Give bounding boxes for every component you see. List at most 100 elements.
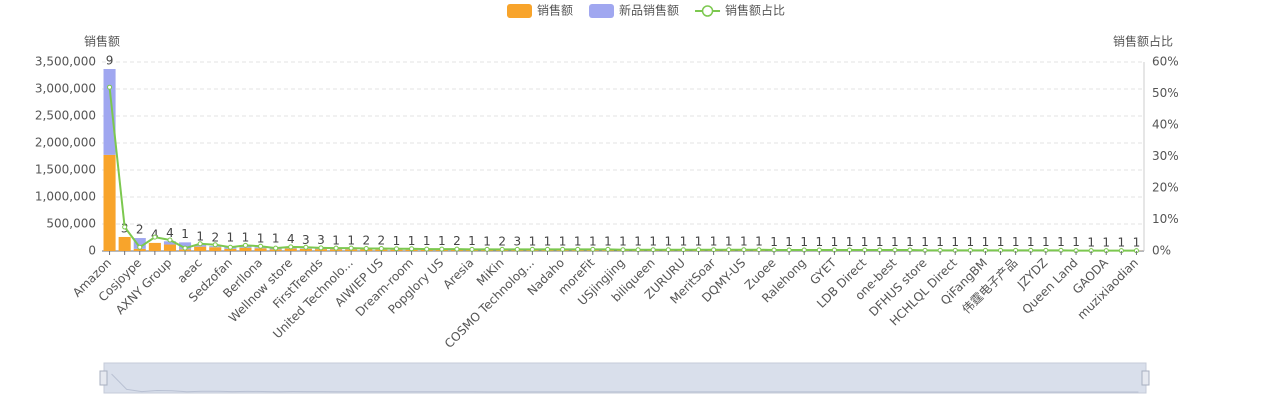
data-label: 1 xyxy=(468,234,476,248)
bar xyxy=(133,248,146,251)
point xyxy=(514,246,520,252)
y-tick-label: 3,500,000 xyxy=(35,55,96,69)
point xyxy=(258,243,264,249)
data-label: 1 xyxy=(1012,235,1020,249)
point xyxy=(107,84,113,90)
y-tick-label: 1,500,000 xyxy=(35,163,96,177)
zoom-handle[interactable] xyxy=(1141,370,1150,386)
data-label: 1 xyxy=(770,235,778,249)
bar xyxy=(194,246,207,251)
bar xyxy=(209,247,222,251)
legend-label: 新品销售额 xyxy=(619,3,679,18)
data-label: 4 xyxy=(287,232,295,246)
point xyxy=(242,242,248,248)
y2-tick-label: 60% xyxy=(1152,55,1179,69)
zoom-preview xyxy=(111,373,1139,393)
data-label: 2 xyxy=(498,234,506,248)
point xyxy=(122,224,128,230)
data-label: 1 xyxy=(242,231,250,245)
data-label: 2 xyxy=(453,234,461,248)
bar xyxy=(299,248,312,251)
data-zoom[interactable] xyxy=(99,362,1150,394)
point xyxy=(439,246,445,252)
data-label: 1 xyxy=(423,234,431,248)
bar xyxy=(118,236,131,251)
data-label: 1 xyxy=(680,235,688,249)
bar xyxy=(103,69,116,155)
data-label: 1 xyxy=(604,234,612,248)
point xyxy=(273,245,279,251)
point xyxy=(484,246,490,252)
data-label: 1 xyxy=(1042,235,1050,249)
y-tick-label: 500,000 xyxy=(46,217,96,231)
bar xyxy=(163,244,176,251)
y2-tick-label: 20% xyxy=(1152,181,1179,195)
point xyxy=(393,246,399,252)
legend-symbol xyxy=(507,4,532,18)
point xyxy=(454,246,460,252)
data-label: 1 xyxy=(815,235,823,249)
data-label: 2 xyxy=(378,234,386,248)
zoom-window[interactable] xyxy=(103,362,1147,394)
data-label: 1 xyxy=(876,235,884,249)
data-label: 1 xyxy=(1102,235,1110,249)
y2-tick-label: 0% xyxy=(1152,244,1171,258)
y-tick-label: 1,000,000 xyxy=(35,190,96,204)
data-label: 1 xyxy=(755,235,763,249)
data-label: 4 xyxy=(151,227,159,241)
data-label: 3 xyxy=(513,234,521,248)
data-label: 1 xyxy=(695,235,703,249)
data-label: 1 xyxy=(634,235,642,249)
data-label: 1 xyxy=(483,234,491,248)
data-label: 2 xyxy=(136,223,144,237)
bar xyxy=(284,248,297,251)
point xyxy=(575,246,581,252)
data-label: 1 xyxy=(921,235,929,249)
y2-tick-label: 40% xyxy=(1152,118,1179,132)
legend-symbol xyxy=(589,4,615,18)
data-label: 1 xyxy=(725,235,733,249)
data-label: 1 xyxy=(619,235,627,249)
bar xyxy=(133,238,146,249)
data-label: 1 xyxy=(800,235,808,249)
data-label: 1 xyxy=(1118,235,1126,249)
point xyxy=(303,244,309,250)
point xyxy=(212,242,218,248)
data-label: 1 xyxy=(982,235,990,249)
point xyxy=(152,234,158,240)
data-label: 1 xyxy=(227,231,235,245)
data-label: 1 xyxy=(272,232,280,246)
data-label: 1 xyxy=(589,234,597,248)
data-label: 1 xyxy=(408,234,416,248)
data-label: 1 xyxy=(559,234,567,248)
y2-axis-label: 销售额占比 xyxy=(1113,34,1173,49)
data-label: 1 xyxy=(846,235,854,249)
y2-tick-label: 10% xyxy=(1152,212,1179,226)
point xyxy=(590,246,596,252)
y-axis-label: 销售额 xyxy=(84,34,120,49)
bar xyxy=(103,154,116,251)
data-label: 3 xyxy=(302,233,310,247)
data-label: 2 xyxy=(211,231,219,245)
data-label: 1 xyxy=(997,235,1005,249)
point xyxy=(605,246,611,252)
data-label: 1 xyxy=(861,235,869,249)
data-label: 1 xyxy=(740,235,748,249)
data-label: 1 xyxy=(257,232,265,246)
point xyxy=(363,245,369,251)
point xyxy=(197,241,203,247)
data-label: 1 xyxy=(1072,235,1080,249)
bar xyxy=(148,242,161,251)
data-label: 1 xyxy=(574,234,582,248)
data-label: 1 xyxy=(936,235,944,249)
bar xyxy=(254,248,267,251)
data-label: 2 xyxy=(362,234,370,248)
data-label: 1 xyxy=(891,235,899,249)
point xyxy=(318,245,324,251)
point xyxy=(544,246,550,252)
zoom-handle[interactable] xyxy=(99,370,108,386)
data-label: 1 xyxy=(664,235,672,249)
point xyxy=(378,245,384,251)
data-label: 1 xyxy=(951,235,959,249)
data-label: 1 xyxy=(438,234,446,248)
